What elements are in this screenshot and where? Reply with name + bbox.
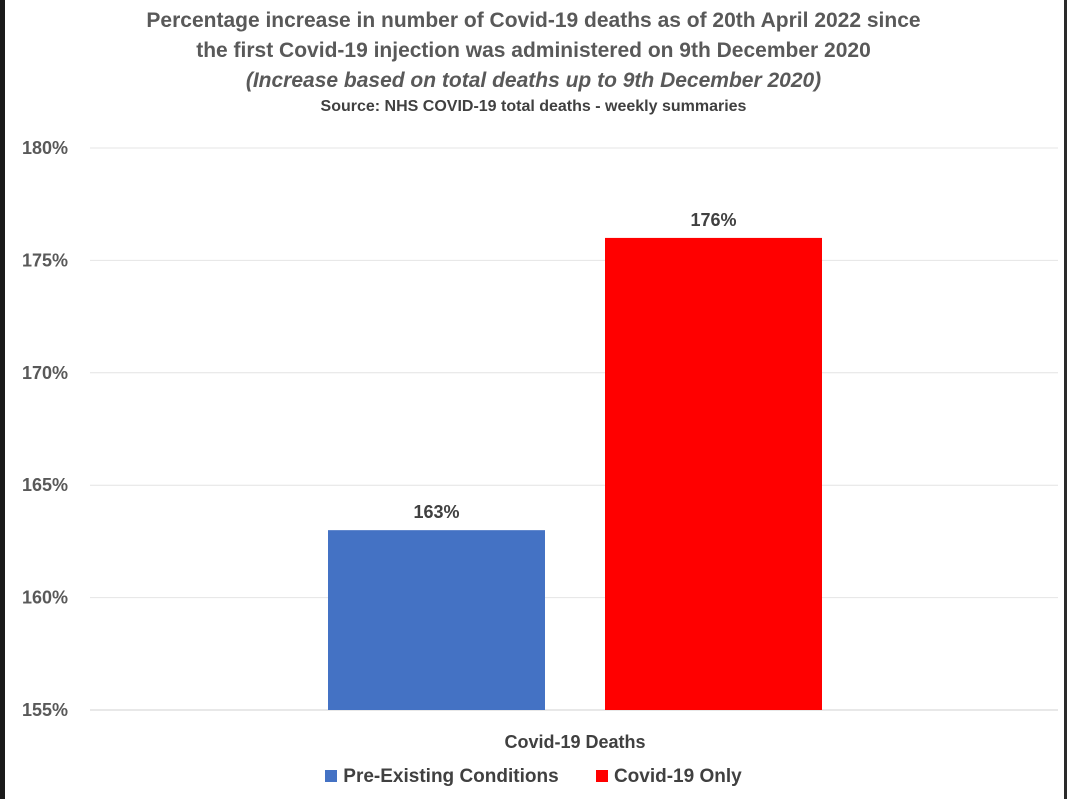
chart-header: Percentage increase in number of Covid-1… [0, 6, 1067, 118]
legend-item-covid-only: Covid-19 Only [595, 766, 742, 788]
y-tick-label-175: 175% [22, 250, 68, 270]
legend-swatch-covid-only [595, 769, 608, 782]
bar-pre-existing-conditions [328, 530, 545, 710]
chart-subtitle: (Increase based on total deaths up to 9t… [245, 69, 822, 92]
bar-chart: 155% 160% 165% 170% 175% 180% 163% 176% Covid-19… [22, 138, 1058, 752]
y-tick-label-155: 155% [22, 700, 68, 720]
chart-title-line-1: Percentage increase in number of Covid-1… [146, 9, 921, 32]
data-label-pre-existing-conditions: 163% [413, 502, 459, 522]
chart-source: Source: NHS COVID-19 total deaths - week… [320, 98, 747, 115]
y-tick-label-170: 170% [22, 363, 68, 383]
y-tick-label-180: 180% [22, 138, 68, 158]
legend-item-pre-existing: Pre-Existing Conditions [325, 766, 559, 788]
x-category-label: Covid-19 Deaths [504, 732, 645, 752]
data-label-covid-19-only: 176% [690, 210, 736, 230]
left-frame-edge [0, 0, 5, 799]
legend-swatch-pre-existing [325, 769, 338, 782]
chart-legend: Pre-Existing Conditions Covid-19 Only [0, 766, 1067, 788]
legend-label-pre-existing: Pre-Existing Conditions [343, 766, 559, 787]
legend-label-covid-only: Covid-19 Only [613, 766, 742, 787]
chart-title-line-2: the first Covid-19 injection was adminis… [196, 39, 871, 62]
y-tick-label-165: 165% [22, 475, 68, 495]
right-frame-edge [1064, 0, 1067, 799]
bar-covid-19-only [605, 237, 822, 711]
y-tick-label-160: 160% [22, 588, 68, 608]
